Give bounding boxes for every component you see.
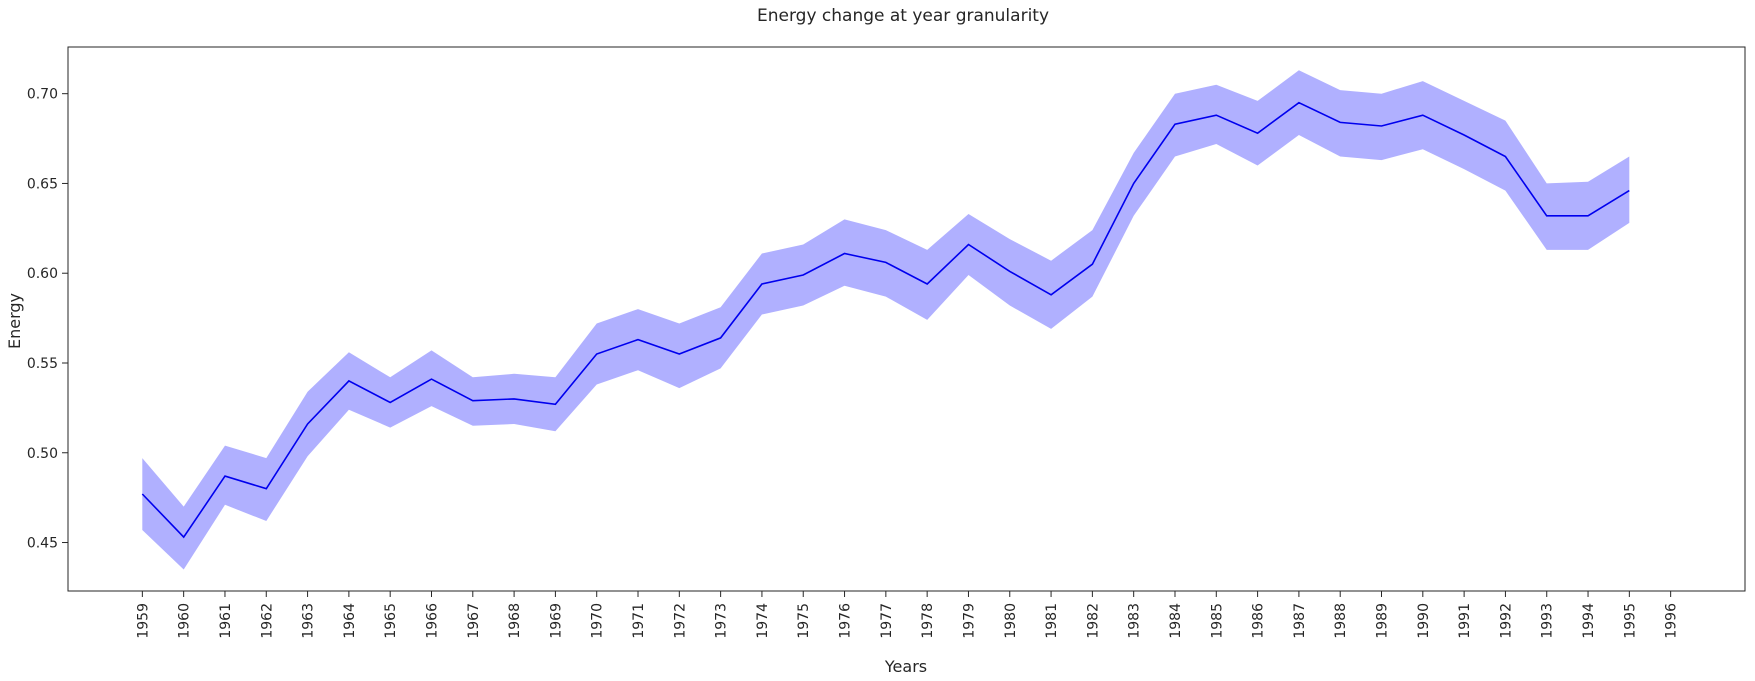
x-tick-label: 1978 [920,603,936,639]
plot-frame [67,46,1746,592]
x-tick-label: 1971 [631,603,647,639]
x-tick-label: 1996 [1664,603,1680,639]
x-tick-label: 1959 [135,603,151,639]
y-tick-label: 0.60 [27,266,58,282]
x-tick-label: 1984 [1168,603,1184,639]
x-tick-label: 1974 [755,603,771,639]
x-axis-label: Years [884,657,927,676]
x-tick-label: 1982 [1085,603,1101,639]
x-tick-label: 1994 [1581,603,1597,639]
y-tick-label: 0.45 [27,536,58,552]
x-tick-label: 1967 [466,603,482,639]
x-tick-label: 1986 [1251,603,1267,639]
x-tick-label: 1976 [838,603,854,639]
x-tick-label: 1985 [1209,603,1225,639]
x-tick-label: 1977 [879,603,895,639]
x-tick-label: 1991 [1457,603,1473,639]
x-tick-label: 1964 [342,603,358,639]
x-tick-label: 1975 [796,603,812,639]
x-tick-label: 1988 [1333,603,1349,639]
x-axis: 1959 1960 1961 1962 1963 1964 1965 1966 1967 1968… [135,591,1680,639]
x-tick-label: 1972 [672,603,688,639]
y-tick-label: 0.50 [27,446,58,462]
x-tick-label: 1969 [548,603,564,639]
x-tick-label: 1987 [1292,603,1308,639]
x-tick-label: 1989 [1375,603,1391,639]
x-tick-label: 1965 [383,603,399,639]
confidence-band [142,70,1630,570]
chart-title: Energy change at year granularity [757,6,1049,26]
x-tick-label: 1963 [301,603,317,639]
x-tick-label: 1961 [218,603,234,639]
x-tick-label: 1966 [424,603,440,639]
x-tick-label: 1993 [1540,603,1556,639]
y-tick-label: 0.55 [27,356,58,372]
x-tick-label: 1968 [507,603,523,639]
y-tick-label: 0.65 [27,176,58,192]
x-tick-label: 1981 [1044,603,1060,639]
x-tick-label: 1983 [1127,603,1143,639]
x-tick-label: 1962 [259,603,275,639]
y-axis: 0.45 0.50 0.55 0.60 0.65 0.70 [27,87,68,552]
y-axis-label: Energy [5,293,24,349]
x-tick-label: 1979 [961,603,977,639]
x-tick-label: 1995 [1622,603,1638,639]
x-tick-label: 1992 [1498,603,1514,639]
x-tick-label: 1970 [590,603,606,639]
plot-area [141,70,1630,570]
series-line [141,101,1630,539]
x-tick-label: 1960 [177,603,193,639]
x-tick-label: 1973 [714,603,730,639]
x-tick-label: 1980 [1003,603,1019,639]
x-tick-label: 1990 [1416,603,1432,639]
y-tick-label: 0.70 [27,87,58,103]
